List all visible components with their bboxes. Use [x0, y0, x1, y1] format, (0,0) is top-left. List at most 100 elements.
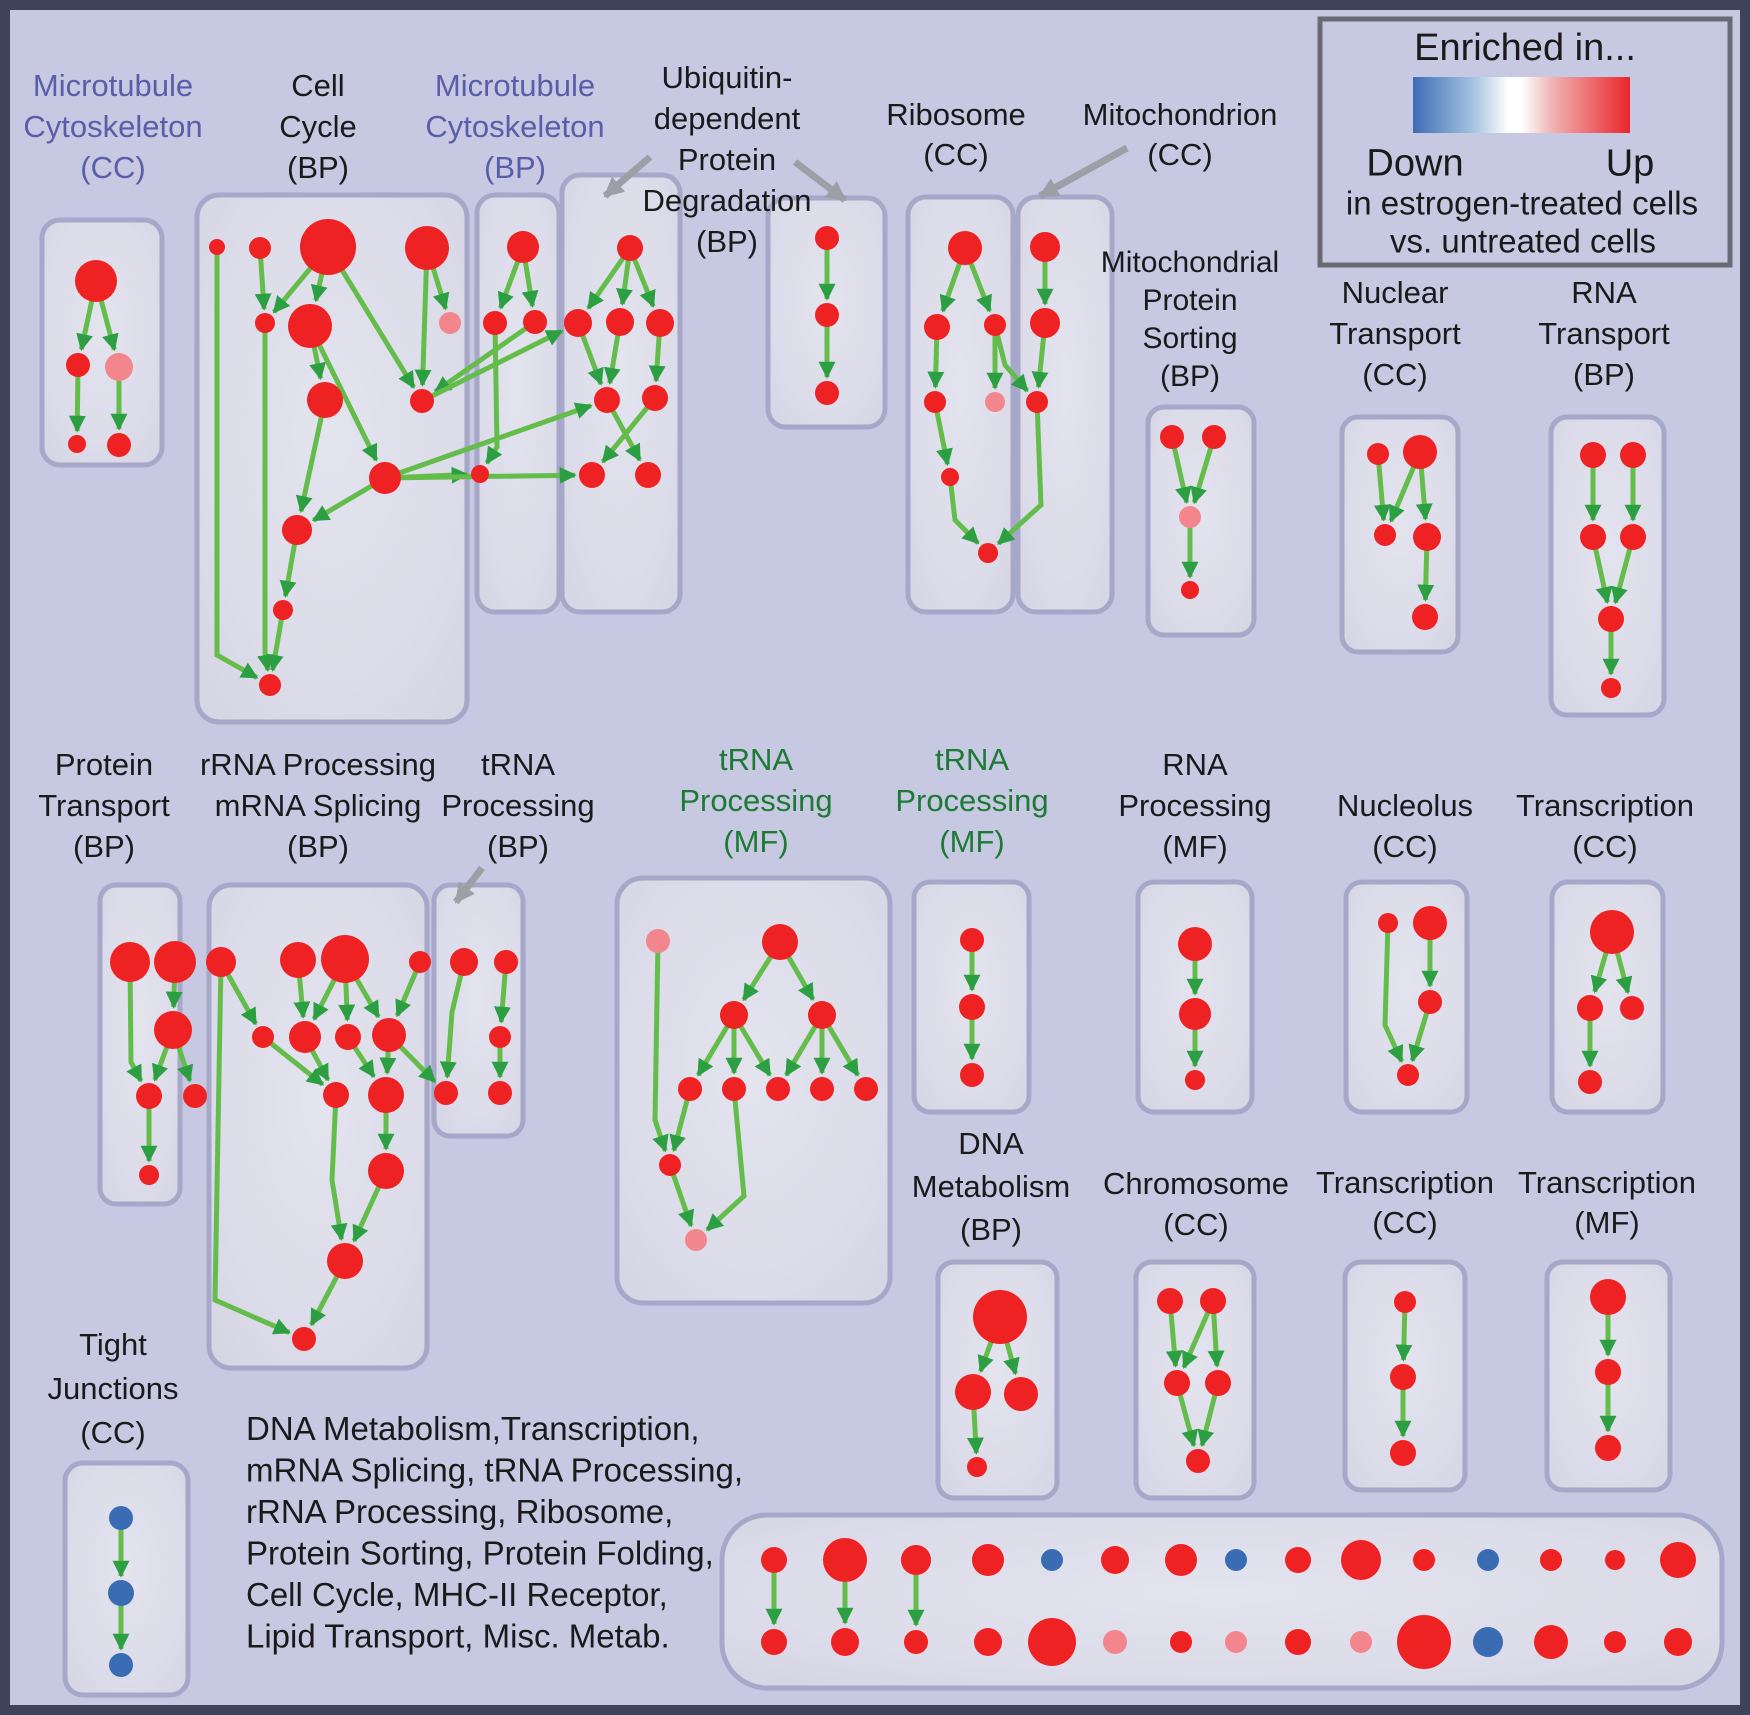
cluster-label-trnamf1: tRNA Processing (MF) [679, 742, 832, 859]
go-term-node-t5 [1598, 606, 1624, 632]
go-term-node-y1 [1590, 1279, 1626, 1315]
go-term-node-l2 [1413, 906, 1447, 940]
matrix-node-bottom-10 [1350, 1631, 1372, 1653]
go-term-node-t1 [1580, 442, 1606, 468]
matrix-node-bottom-5 [1028, 1618, 1076, 1666]
go-term-node-n1 [1367, 443, 1389, 465]
legend-gradient-bar [1413, 77, 1630, 133]
matrix-node-top-1 [761, 1547, 787, 1573]
go-term-node-s1 [1160, 425, 1184, 449]
go-term-node-g8 [810, 1077, 834, 1101]
go-term-node-c2 [249, 237, 271, 259]
go-term-node-r6 [941, 468, 959, 486]
go-term-node-w3 [1026, 391, 1048, 413]
matrix-node-bottom-7 [1170, 1631, 1192, 1653]
go-term-node-e4 [1205, 1370, 1231, 1396]
cluster-box-rnamf [1135, 879, 1255, 1115]
cluster-label-transmf: Transcription (MF) [1518, 1165, 1696, 1240]
go-term-node-m2 [483, 311, 507, 335]
go-term-node-g6 [722, 1077, 746, 1101]
go-term-node-j2 [108, 1580, 134, 1606]
go-term-node-r4 [924, 391, 946, 413]
go-term-node-u7 [579, 462, 605, 488]
go-term-node-q8 [372, 1018, 406, 1052]
go-term-node-l3 [1418, 990, 1442, 1014]
hierarchy-edge-arrow [261, 1035, 325, 1087]
cluster-label-trnabp: tRNA Processing (BP) [441, 747, 594, 864]
matrix-node-top-6 [1101, 1546, 1129, 1574]
hierarchy-edge-arrow [329, 1094, 348, 1241]
hierarchy-edge-arrow [420, 328, 564, 404]
go-term-node-t3 [1580, 524, 1606, 550]
cluster-box-mtcc [39, 217, 165, 468]
matrix-node-top-4 [972, 1544, 1004, 1576]
cluster-label-nucleolus: Nucleolus (CC) [1337, 788, 1473, 864]
matrix-node-bottom-1 [761, 1629, 787, 1655]
go-term-node-r7 [978, 543, 998, 563]
annotation-arrow-to-trnabp-box [453, 865, 485, 905]
go-term-node-u3 [606, 308, 634, 336]
matrix-node-bottom-14 [1604, 1631, 1626, 1653]
go-term-node-t2 [1620, 442, 1646, 468]
matrix-node-top-8 [1225, 1549, 1247, 1571]
go-term-node-r3 [984, 314, 1006, 336]
cluster-box-tightjunc [62, 1460, 191, 1698]
hierarchy-edge-arrow [1373, 453, 1391, 522]
go-term-node-x3 [1620, 996, 1644, 1020]
hierarchy-edge-arrow [705, 1088, 747, 1232]
go-term-node-h3 [960, 1063, 984, 1087]
matrix-node-top-15 [1660, 1542, 1696, 1578]
go-term-node-c1 [209, 239, 225, 255]
cluster-label-prottrans: Protein Transport (BP) [38, 747, 170, 864]
matrix-node-bottom-2 [831, 1628, 859, 1656]
go-term-node-c4 [405, 226, 449, 270]
cluster-label-transcc2: Transcription (CC) [1316, 1165, 1494, 1240]
matrix-node-top-2 [823, 1538, 867, 1582]
cluster-box-rrna [206, 882, 430, 1371]
go-term-node-n2 [1403, 435, 1437, 469]
go-term-node-e5 [1186, 1449, 1210, 1473]
go-term-node-r5 [985, 392, 1005, 412]
go-term-node-s2 [1202, 425, 1226, 449]
go-term-node-q11 [368, 1153, 404, 1189]
go-term-node-w2 [1030, 308, 1060, 338]
cluster-box-bottomwide [719, 1512, 1725, 1691]
cluster-box-chromosome [1133, 1259, 1257, 1501]
cluster-box-nucleolus [1343, 879, 1470, 1115]
go-term-node-a5 [107, 433, 131, 457]
annotation-arrow-to-mito-box [1038, 144, 1129, 200]
go-term-node-u4 [646, 309, 674, 337]
matrix-node-bottom-13 [1534, 1625, 1568, 1659]
go-term-node-c13 [259, 674, 281, 696]
go-term-node-g10 [659, 1154, 681, 1176]
hierarchy-edge-arrow [126, 961, 144, 1083]
cluster-label-mtbp: Microtubule Cytoskeleton (BP) [425, 68, 604, 185]
go-term-node-d4 [967, 1457, 987, 1477]
go-term-node-k3 [1185, 1070, 1205, 1090]
go-term-node-p5 [183, 1084, 207, 1108]
go-term-node-q10 [368, 1077, 404, 1113]
go-term-node-t4 [1620, 524, 1646, 550]
go-term-node-g11 [685, 1229, 707, 1251]
hierarchy-edge-arrow [600, 396, 657, 464]
cluster-box-mitosort [1145, 404, 1257, 638]
go-term-node-e3 [1164, 1370, 1190, 1396]
matrix-node-bottom-15 [1664, 1628, 1692, 1656]
go-term-node-s3 [1179, 506, 1201, 528]
annotation-arrow-to-ubiq-a [602, 154, 653, 199]
go-term-node-c11 [282, 515, 312, 545]
go-term-node-h2 [959, 994, 985, 1020]
cluster-label-dnamet: DNA Metabolism (BP) [912, 1126, 1071, 1247]
go-term-node-c3 [300, 219, 356, 275]
cluster-label-rnamf: RNA Processing (MF) [1118, 747, 1271, 864]
go-term-node-e2 [1200, 1288, 1226, 1314]
go-term-node-a1 [75, 260, 117, 302]
go-term-node-x1 [1590, 910, 1634, 954]
hierarchy-edge-arrow [414, 247, 432, 387]
go-term-node-g5 [678, 1077, 702, 1101]
go-term-node-l4 [1397, 1064, 1419, 1086]
go-term-node-g9 [854, 1077, 878, 1101]
go-term-node-n5 [1412, 604, 1438, 630]
